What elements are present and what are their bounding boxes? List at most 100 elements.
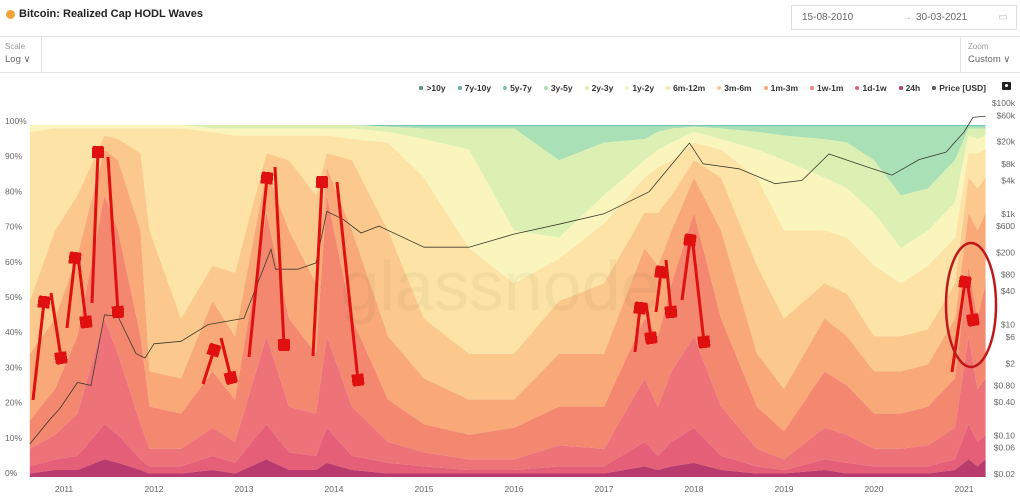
y-tick-label: 90% xyxy=(5,151,22,161)
calendar-icon[interactable]: ▭ xyxy=(998,12,1008,23)
legend-label: 24h xyxy=(905,83,921,93)
scale-label: Scale xyxy=(5,42,26,51)
legend-item[interactable]: 3y-5y xyxy=(543,83,573,93)
y-tick-label: 50% xyxy=(5,292,22,302)
x-tick-label: 2013 xyxy=(235,484,254,494)
y-tick-label: 70% xyxy=(5,222,22,232)
x-tick-label: 2016 xyxy=(505,484,524,494)
y-tick-label: 20% xyxy=(5,398,22,408)
y-tick-label: 40% xyxy=(5,327,22,337)
legend-dot-icon xyxy=(898,86,903,90)
price-tick-label: $0.80 xyxy=(994,380,1016,390)
header: Bitcoin: Realized Cap HODL Waves 15-08-2… xyxy=(0,0,1020,37)
legend-dot-icon xyxy=(543,86,548,90)
y-tick-label: 30% xyxy=(5,362,22,372)
y-tick-label: 0% xyxy=(5,468,18,478)
legend-label: 2y-3y xyxy=(591,83,614,93)
price-tick-label: $6 xyxy=(1006,332,1016,342)
x-tick-label: 2020 xyxy=(865,484,884,494)
legend-item[interactable]: 1w-1m xyxy=(810,83,843,93)
camera-icon[interactable] xyxy=(1002,82,1011,90)
legend-label: 3m-6m xyxy=(724,83,752,93)
date-to[interactable]: 30-03-2021 xyxy=(916,12,968,23)
legend-dot-icon xyxy=(810,86,815,90)
legend-dot-icon xyxy=(763,86,768,90)
x-tick-label: 2021 xyxy=(955,484,974,494)
date-from[interactable]: 15-08-2010 xyxy=(802,12,854,23)
band-1y-2y xyxy=(29,128,986,354)
legend-dot-icon xyxy=(717,86,722,90)
band-24h xyxy=(29,459,986,477)
price-tick-label: $600 xyxy=(996,221,1015,231)
price-tick-label: $80 xyxy=(1001,270,1015,280)
arrow-icon: → xyxy=(902,12,912,23)
y-tick-label: 80% xyxy=(5,186,22,196)
price-tick-label: $1k xyxy=(1001,209,1015,219)
zoom-select[interactable]: Zoom Custom ∨ xyxy=(960,37,1020,72)
legend-item[interactable]: 1m-3m xyxy=(763,83,799,93)
band-1w-1m xyxy=(29,318,986,470)
legend-label: 5y-7y xyxy=(510,83,532,93)
legend-item[interactable]: 1y-2y xyxy=(625,83,654,93)
price-tick-label: $40 xyxy=(1001,286,1015,296)
zoom-label: Zoom xyxy=(968,42,989,51)
legend-item[interactable]: 7y-10y xyxy=(457,83,492,93)
y-tick-label: 60% xyxy=(5,257,22,267)
legend-label: Price [USD] xyxy=(939,83,986,93)
price-tick-label: $2 xyxy=(1006,358,1016,368)
price-tick-label: $0.02 xyxy=(994,469,1016,479)
legend-item[interactable]: 5y-7y xyxy=(503,83,532,93)
x-tick-label: 2019 xyxy=(775,484,794,494)
price-tick-label: $200 xyxy=(996,248,1015,258)
x-tick-label: 2014 xyxy=(325,484,344,494)
legend-dot-icon xyxy=(419,86,424,90)
price-tick-label: $0.06 xyxy=(994,443,1016,453)
price-tick-label: $10 xyxy=(1001,320,1015,330)
band-3m-6m xyxy=(29,149,986,435)
x-tick-label: 2015 xyxy=(415,484,434,494)
toolbar: Scale Log ∨ Zoom Custom ∨ xyxy=(0,37,1020,73)
legend: >10y 7y-10y 5y-7y 3y-5y 2y-3y 1y-2y 6m-12m 3m-6… xyxy=(419,83,986,93)
highlight-ellipse xyxy=(944,241,998,369)
legend-label: 3y-5y xyxy=(550,83,573,93)
price-tick-label: $0.10 xyxy=(994,430,1016,440)
date-range-picker[interactable]: 15-08-2010 → 30-03-2021 ▭ xyxy=(791,5,1017,30)
band->10y xyxy=(29,125,986,126)
scale-value[interactable]: Log ∨ xyxy=(5,54,31,65)
band-6m-12m xyxy=(29,135,986,400)
bitcoin-icon xyxy=(6,9,15,19)
legend-item[interactable]: Price [USD] xyxy=(932,83,986,93)
price-tick-label: $0.40 xyxy=(994,397,1016,407)
legend-dot-icon xyxy=(584,86,589,90)
legend-item[interactable]: 24h xyxy=(898,83,921,93)
band-2y-3y xyxy=(29,125,986,284)
legend-label: 1y-2y xyxy=(632,83,655,93)
legend-dot-icon xyxy=(457,86,462,90)
price-tick-label: $60k xyxy=(997,110,1016,120)
legend-dot-icon xyxy=(625,86,630,90)
x-tick-label: 2017 xyxy=(595,484,614,494)
chart-title: Bitcoin: Realized Cap HODL Waves xyxy=(6,8,203,20)
scale-select[interactable]: Scale Log ∨ xyxy=(0,37,42,72)
band-5y-7y xyxy=(29,125,986,196)
zoom-value[interactable]: Custom ∨ xyxy=(968,54,1011,65)
legend-item[interactable]: 2y-3y xyxy=(584,83,614,93)
x-tick-label: 2011 xyxy=(55,484,74,494)
legend-label: 1m-3m xyxy=(770,83,799,93)
legend-item[interactable]: 6m-12m xyxy=(666,83,705,93)
legend-item[interactable]: 3m-6m xyxy=(717,83,752,93)
legend-item[interactable]: 1d-1w xyxy=(855,83,887,93)
legend-dot-icon xyxy=(855,86,860,90)
band-1d-1w xyxy=(29,424,986,474)
legend-dot-icon xyxy=(503,86,508,90)
x-tick-label: 2018 xyxy=(685,484,704,494)
price-line xyxy=(29,115,986,445)
legend-item[interactable]: >10y xyxy=(419,83,446,93)
price-tick-label: $8k xyxy=(1001,159,1015,169)
legend-label: 1d-1w xyxy=(862,83,887,93)
legend-label: 7y-10y xyxy=(464,83,492,93)
band-1m-3m xyxy=(29,195,986,460)
title-text: Bitcoin: Realized Cap HODL Waves xyxy=(19,8,203,20)
price-tick-label: $100k xyxy=(992,98,1016,108)
annotations xyxy=(31,152,998,401)
